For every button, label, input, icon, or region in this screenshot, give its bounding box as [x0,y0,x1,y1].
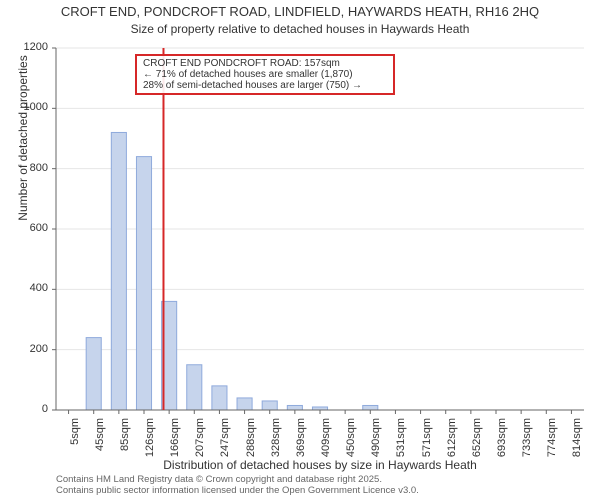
y-tick-label: 1000 [0,101,48,113]
y-tick-label: 400 [0,282,48,294]
histogram-bar [363,405,378,410]
histogram-bar [287,405,302,410]
y-tick-label: 0 [0,403,48,415]
histogram-bar [262,401,277,410]
x-tick-label: 166sqm [169,418,181,478]
histogram-bar [136,157,151,410]
x-tick-label: 571sqm [421,418,433,478]
x-tick-label: 126sqm [144,418,156,478]
x-tick-label: 85sqm [119,418,131,478]
x-tick-label: 612sqm [446,418,458,478]
x-tick-label: 774sqm [546,418,558,478]
y-tick-label: 1200 [0,41,48,53]
histogram-bar [86,338,101,410]
y-tick-label: 200 [0,343,48,355]
attribution-text: Contains HM Land Registry data © Crown c… [56,474,419,497]
histogram-bar [111,132,126,410]
histogram-bar [212,386,227,410]
x-tick-label: 409sqm [320,418,332,478]
chart-container: CROFT END, PONDCROFT ROAD, LINDFIELD, HA… [0,0,600,500]
x-tick-label: 207sqm [194,418,206,478]
attribution-line-2: Contains public sector information licen… [56,485,419,496]
x-tick-label: 288sqm [245,418,257,478]
x-tick-label: 733sqm [521,418,533,478]
x-tick-label: 450sqm [345,418,357,478]
x-tick-label: 45sqm [94,418,106,478]
x-tick-label: 693sqm [496,418,508,478]
x-tick-label: 247sqm [219,418,231,478]
x-tick-label: 490sqm [370,418,382,478]
x-tick-label: 531sqm [395,418,407,478]
histogram-bar [187,365,202,410]
attribution-line-1: Contains HM Land Registry data © Crown c… [56,474,419,485]
y-tick-label: 800 [0,162,48,174]
x-tick-label: 5sqm [69,418,81,478]
x-tick-label: 652sqm [471,418,483,478]
y-tick-label: 600 [0,222,48,234]
x-tick-label: 328sqm [270,418,282,478]
x-tick-label: 369sqm [295,418,307,478]
histogram-bar [237,398,252,410]
x-tick-label: 814sqm [571,418,583,478]
